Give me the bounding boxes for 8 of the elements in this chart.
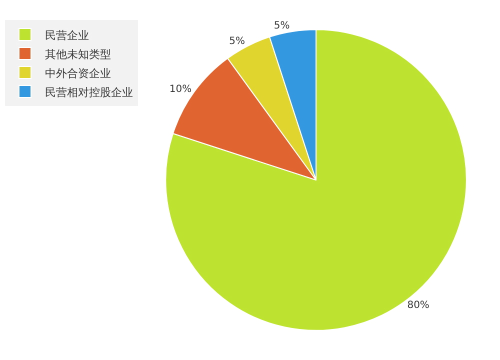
data-label: 10% xyxy=(169,84,192,96)
legend-label: 中外合资企业 xyxy=(45,66,111,80)
legend-label: 民营企业 xyxy=(45,28,89,42)
legend-label: 民营相对控股企业 xyxy=(45,86,133,99)
data-label: 5% xyxy=(274,20,290,32)
legend-label: 其他未知类型 xyxy=(45,48,111,61)
data-label: 5% xyxy=(229,36,246,48)
data-label: 80% xyxy=(407,300,430,311)
